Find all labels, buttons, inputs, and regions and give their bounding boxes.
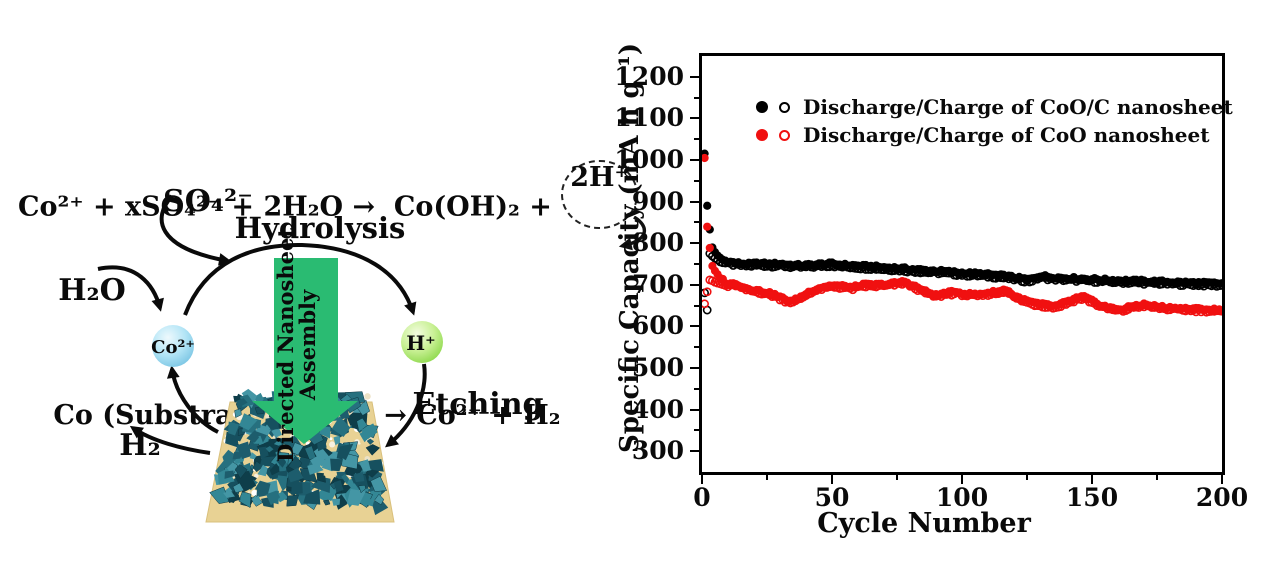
legend-row-coo: Discharge/Charge of CoO nanosheet: [756, 123, 1210, 147]
tick-mark: [1156, 475, 1158, 480]
etching-arc: [385, 363, 427, 448]
tick-mark: [690, 325, 699, 328]
tick-mark: [690, 159, 699, 161]
proton-label: H⁺: [406, 331, 435, 355]
regeneration-arc: [166, 365, 219, 434]
h2o-label: H₂O: [58, 273, 126, 308]
tick-mark: [896, 475, 898, 480]
tick-mark: [690, 450, 699, 453]
tick-label: 900: [631, 186, 684, 216]
y-axis-title: Specific Capacity (mA h g⁻¹): [615, 42, 645, 454]
tick-mark: [961, 475, 963, 484]
proton-sphere: [401, 321, 443, 363]
legend-open-marker-coo: [779, 129, 790, 141]
tick-mark: [694, 346, 699, 349]
circled-protons-text: 2H⁺: [570, 162, 629, 193]
tick-mark: [694, 387, 699, 390]
tick-mark: [1091, 475, 1093, 484]
legend-filled-marker-coo: [756, 129, 768, 141]
hydrolysis-label: Hydrolysis: [235, 211, 406, 245]
tick-mark: [690, 283, 699, 286]
tick-mark: [694, 263, 699, 265]
tick-mark: [694, 429, 699, 432]
tick-mark: [694, 221, 699, 224]
legend-row-cooc: Discharge/Charge of CoO/C nanosheet: [756, 95, 1233, 119]
tick-mark: [690, 117, 699, 120]
x-axis-title: Cycle Number: [817, 508, 1031, 539]
assembly-arrow-text-line1: Directed Nanosheet: [273, 228, 298, 462]
legend-filled-marker-cooc: [756, 101, 768, 113]
equation-line-1-text: Co²⁺ + xSO₄²⁻ + 2H₂O → Co(OH)₂ +: [18, 191, 562, 223]
tick-mark: [694, 138, 699, 141]
tick-label: 600: [631, 311, 684, 341]
so4-input-arrow: [159, 194, 232, 266]
tick-mark: [1221, 475, 1223, 484]
tick-mark: [690, 367, 699, 369]
tick-label: 1200: [614, 61, 684, 91]
so4-label: SO₄²⁻: [163, 184, 253, 219]
directed-assembly-arrow: [252, 258, 358, 444]
tick-mark: [1026, 475, 1028, 480]
tick-mark: [690, 242, 699, 245]
assembly-arrow-text-line2: Assembly: [295, 289, 320, 401]
tick-mark: [831, 475, 833, 484]
legend-label-coo: Discharge/Charge of CoO nanosheet: [803, 123, 1210, 147]
reaction-equations: Co²⁺ + xSO₄²⁻ + 2H₂O → Co(OH)₂ + 2H⁺ Co …: [18, 56, 646, 546]
cobalt-ion-sphere: [152, 325, 194, 367]
tick-mark: [690, 75, 699, 78]
tick-label: 700: [631, 269, 684, 299]
tick-mark: [694, 96, 699, 99]
tick-label: 200: [1195, 483, 1249, 512]
legend-label-cooc: Discharge/Charge of CoO/C nanosheet: [803, 95, 1233, 119]
tick-label: 100: [935, 483, 989, 512]
legend-open-marker-cooc: [779, 101, 790, 113]
h2-label: H₂: [119, 428, 160, 463]
tick-label: 1100: [614, 103, 684, 133]
cobalt-ion-label: Co²⁺: [151, 337, 195, 358]
h2-output-arrow: [129, 425, 211, 455]
h2o-input-arrow: [97, 265, 164, 312]
tick-label: 400: [631, 394, 684, 424]
equation-line-1: Co²⁺ + xSO₄²⁻ + 2H₂O → Co(OH)₂ + 2H⁺: [18, 160, 646, 286]
tick-label: 300: [631, 436, 684, 466]
scatter-canvas: [702, 56, 1222, 472]
tick-mark: [690, 200, 699, 203]
tick-label: 1000: [614, 145, 684, 174]
tick-mark: [694, 179, 699, 182]
tick-label: 150: [1065, 483, 1119, 512]
tick-label: 0: [693, 483, 711, 512]
tick-label: 500: [631, 353, 684, 382]
tick-mark: [694, 304, 699, 307]
tick-mark: [766, 475, 768, 480]
etching-label: Etching: [413, 387, 544, 422]
hydrolysis-arc: [183, 242, 417, 316]
tick-label: 50: [814, 483, 850, 512]
tick-label: 800: [631, 228, 684, 258]
tick-mark: [701, 475, 703, 484]
reaction-cycle-diagram: Directed Nanosheet Assembly Co²⁺ H⁺ SO₄²…: [58, 184, 544, 523]
tick-mark: [690, 408, 699, 411]
